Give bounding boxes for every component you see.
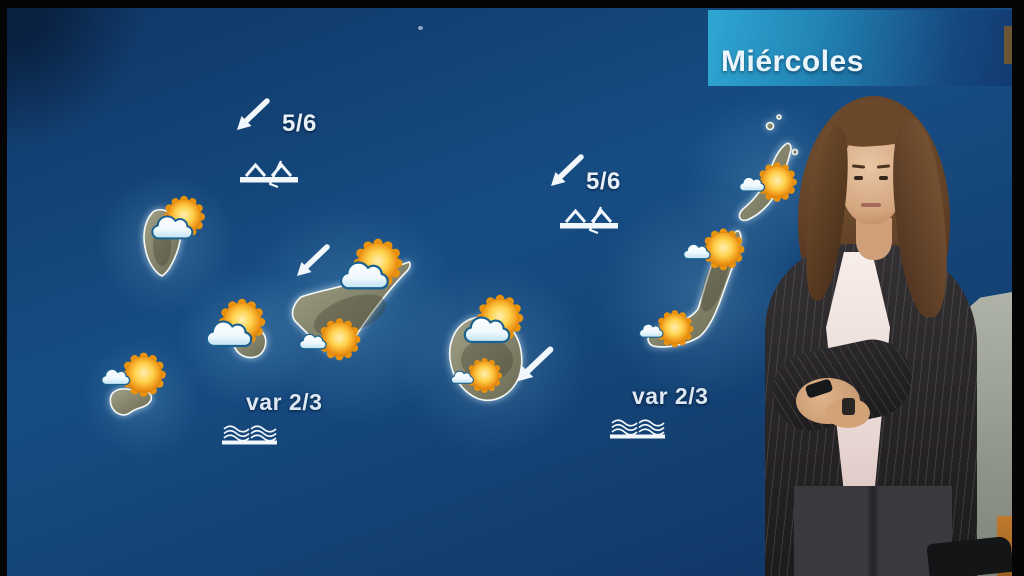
sea-state-moderate-waves-icon [238, 159, 300, 189]
wind-variable-label-southwest: var 2/3 [246, 389, 323, 415]
wind-force-label-northwest: 5/6 [282, 110, 317, 137]
frame-bar-left [0, 0, 7, 576]
presenter-neck [856, 218, 892, 260]
frame-bar-right [1012, 0, 1024, 576]
sun-behind-cloud-icon [102, 353, 166, 397]
sun-behind-cloud-icon [684, 228, 745, 270]
sea-state-rippled-waves-icon [609, 419, 666, 440]
wind-variable-label-southeast: var 2/3 [632, 383, 709, 409]
wind-force-label-northeast: 5/6 [586, 168, 621, 195]
islet-east [791, 148, 799, 156]
presenter-trousers [794, 486, 952, 576]
sea-state-moderate-waves-icon [558, 205, 620, 235]
frame-bar-top [0, 0, 1024, 8]
presenter-eye-right [879, 176, 888, 180]
sun-behind-cloud-icon [740, 162, 797, 202]
day-banner: Miércoles [708, 10, 1012, 86]
presenter-mouth [861, 203, 881, 207]
sun-behind-cloud-icon [639, 310, 693, 347]
wind-arrow-southwest-icon [297, 247, 327, 276]
presenter-watch [842, 398, 855, 415]
wood-panel-edge-top [1004, 26, 1012, 64]
sea-state-rippled-waves-icon [221, 425, 278, 446]
day-banner-label: Miércoles [721, 45, 864, 78]
lens-speck [418, 26, 423, 30]
islet-la-graciosa [765, 121, 775, 131]
wind-arrow-southwest-icon [551, 157, 581, 186]
presenter-eye-left [854, 176, 863, 180]
wind-arrow-southwest-icon [237, 101, 267, 130]
islet-north [776, 114, 782, 120]
